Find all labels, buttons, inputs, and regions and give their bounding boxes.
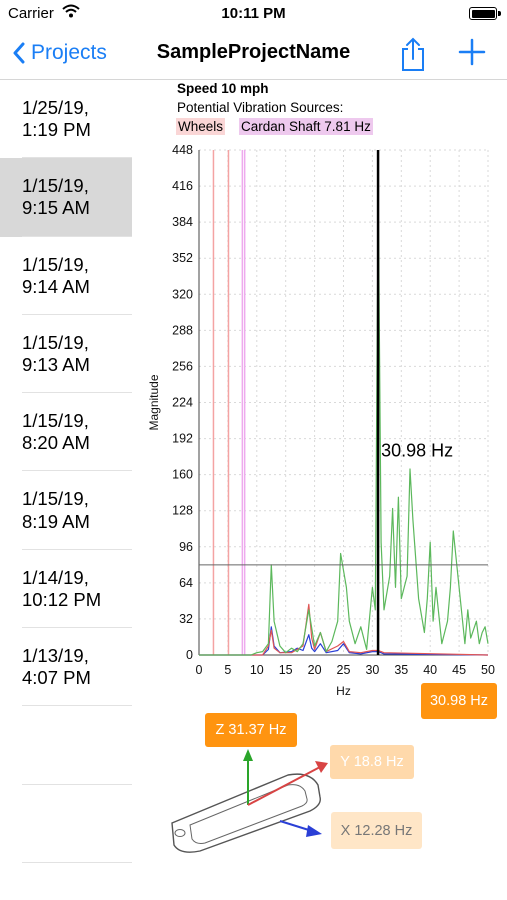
y-tick-label: 352 — [172, 251, 193, 265]
empty-list-row — [0, 785, 132, 864]
status-bar: Carrier 10:11 PM — [0, 0, 507, 28]
list-item[interactable]: 1/15/19, 8:20 AM — [0, 393, 132, 472]
z-axis-frequency-badge[interactable]: Z 31.37 Hz — [205, 713, 297, 747]
y-tick-label: 96 — [179, 540, 193, 554]
y-axis-label: Magnitude — [147, 374, 161, 430]
clock: 10:11 PM — [221, 5, 286, 22]
back-button[interactable]: Projects — [12, 36, 107, 70]
add-button[interactable] — [457, 37, 487, 67]
y-tick-label: 0 — [186, 648, 193, 662]
list-item-label: 1/25/19, 1:19 PM — [22, 96, 91, 141]
list-item[interactable]: 1/13/19, 4:07 PM — [0, 628, 132, 707]
z-axis-arrow — [243, 749, 253, 805]
y-tick-label: 384 — [172, 215, 193, 229]
x-tick-label: 50 — [481, 663, 495, 677]
x-tick-label: 0 — [196, 663, 203, 677]
y-axis-arrow — [247, 761, 328, 806]
series-line — [199, 192, 489, 656]
list-item-label: 1/15/19, 8:20 AM — [22, 410, 90, 454]
y-tick-label: 32 — [179, 612, 193, 626]
wifi-icon — [62, 4, 80, 22]
y-tick-label: 224 — [172, 396, 193, 410]
spectrum-chart[interactable]: 30.98 Hz 0 32 64 96 128 160 192 224 256 288 320 352 3… — [140, 140, 500, 700]
y-axis-frequency-badge[interactable]: Y 18.8 Hz — [330, 745, 414, 779]
wheels-source-tag: Wheels — [176, 118, 226, 135]
y-tick-label: 256 — [172, 359, 193, 373]
list-item-label: 1/15/19, 8:19 AM — [22, 488, 90, 532]
x-tick-label: 25 — [337, 663, 351, 677]
list-item-label: 1/14/19, 10:12 PM — [22, 566, 102, 610]
list-item-label: 1/15/19, 9:13 AM — [22, 331, 90, 376]
x-axis-arrow — [279, 820, 322, 837]
list-item[interactable]: 1/15/19, 9:13 AM — [0, 315, 132, 394]
list-item[interactable]: 1/15/19, 9:14 AM — [0, 237, 132, 316]
series-line — [199, 603, 489, 656]
chevron-left-icon — [13, 42, 25, 64]
vibration-sources-label: Potential Vibration Sources: — [177, 100, 344, 115]
navigation-bar: Projects SampleProjectName — [0, 28, 507, 80]
x-axis-label: Hz — [336, 684, 351, 698]
list-item-label: 1/13/19, 4:07 PM — [22, 645, 91, 689]
phone-icon — [171, 773, 321, 853]
list-item[interactable]: 1/15/19, 8:19 AM — [0, 471, 132, 551]
x-tick-label: 35 — [394, 663, 408, 677]
x-tick-label: 40 — [423, 663, 437, 677]
speed-label: Speed 10 mph — [177, 81, 269, 96]
carrier-label: Carrier — [8, 5, 54, 22]
list-item-label: 1/15/19, 9:15 AM — [22, 175, 90, 219]
peak-marker-label: 30.98 Hz — [381, 441, 453, 461]
cardan-shaft-source-tag: Cardan Shaft 7.81 Hz — [239, 118, 373, 135]
phone-axes-illustration — [171, 749, 328, 853]
empty-list-row — [0, 706, 132, 785]
x-tick-label: 30 — [365, 663, 379, 677]
y-tick-label: 64 — [179, 576, 193, 590]
share-icon — [402, 37, 424, 71]
x-tick-label: 20 — [308, 663, 322, 677]
x-tick-label: 10 — [250, 663, 264, 677]
list-item[interactable]: 1/15/19, 9:15 AM — [0, 158, 132, 237]
peak-frequency-badge[interactable]: 30.98 Hz — [421, 683, 497, 719]
y-tick-label: 160 — [172, 468, 193, 482]
x-axis-frequency-badge[interactable]: X 12.28 Hz — [331, 812, 422, 849]
x-tick-label: 45 — [452, 663, 466, 677]
y-tick-label: 320 — [172, 287, 193, 301]
back-button-label: Projects — [31, 41, 107, 64]
page-title: SampleProjectName — [156, 41, 351, 63]
list-item-label: 1/15/19, 9:14 AM — [22, 253, 90, 297]
plus-icon — [458, 38, 486, 66]
battery-icon — [469, 7, 501, 20]
x-tick-label: 15 — [279, 663, 293, 677]
y-tick-label: 416 — [172, 179, 193, 193]
x-tick-label: 5 — [224, 663, 231, 677]
y-tick-label: 448 — [172, 143, 193, 157]
y-tick-label: 128 — [172, 504, 193, 518]
list-item[interactable]: 1/25/19, 1:19 PM — [0, 80, 132, 159]
y-tick-label: 192 — [172, 432, 193, 446]
share-button[interactable] — [398, 36, 428, 72]
y-tick-label: 288 — [172, 323, 193, 337]
list-item[interactable]: 1/14/19, 10:12 PM — [0, 550, 132, 629]
recordings-list: 1/25/19, 1:19 PM 1/15/19, 9:15 AM 1/15/19,… — [0, 80, 132, 900]
